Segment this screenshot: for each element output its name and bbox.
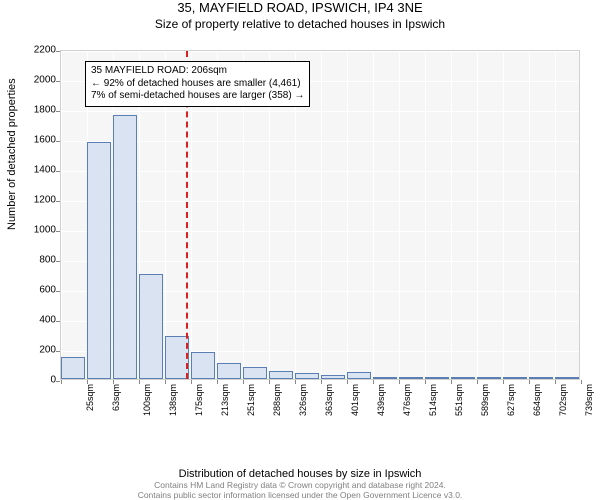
bar: [295, 373, 319, 379]
y-tick-label: 1800: [16, 105, 56, 116]
y-tick-label: 1200: [16, 195, 56, 206]
x-tick-label: 363sqm: [324, 384, 334, 416]
x-tick-label: 476sqm: [402, 384, 412, 416]
bar: [191, 352, 215, 379]
y-tick-label: 2200: [16, 45, 56, 56]
info-box-line: ← 92% of detached houses are smaller (4,…: [91, 78, 304, 91]
bar: [555, 377, 579, 379]
bar: [477, 377, 501, 379]
bar: [243, 367, 267, 379]
v-gridline: [503, 51, 504, 379]
y-axis-label: Number of detached properties: [6, 78, 18, 230]
footer-line-2: Contains public sector information licen…: [0, 491, 600, 500]
x-tick-label: 514sqm: [428, 384, 438, 416]
bar: [61, 357, 85, 380]
x-tick-label: 739sqm: [584, 384, 594, 416]
bar: [451, 377, 475, 379]
chart-title: 35, MAYFIELD ROAD, IPSWICH, IP4 3NE: [0, 0, 600, 15]
info-box-line: 35 MAYFIELD ROAD: 206sqm: [91, 65, 304, 78]
x-tick-label: 138sqm: [168, 384, 178, 416]
chart-subtitle: Size of property relative to detached ho…: [0, 17, 600, 31]
bar: [399, 377, 423, 379]
v-gridline: [373, 51, 374, 379]
bar: [503, 377, 527, 379]
info-box-line: 7% of semi-detached houses are larger (3…: [91, 90, 304, 103]
y-tick-label: 0: [16, 375, 56, 386]
x-tick-label: 551sqm: [454, 384, 464, 416]
v-gridline: [451, 51, 452, 379]
y-tick-label: 1400: [16, 165, 56, 176]
x-tick-label: 439sqm: [376, 384, 386, 416]
x-tick-label: 25sqm: [85, 384, 95, 411]
bar: [321, 375, 345, 379]
y-tick-label: 1000: [16, 225, 56, 236]
x-tick-label: 326sqm: [298, 384, 308, 416]
x-tick-label: 175sqm: [194, 384, 204, 416]
y-tick-label: 200: [16, 345, 56, 356]
y-tick-label: 2000: [16, 75, 56, 86]
x-tick-label: 100sqm: [142, 384, 152, 416]
bar: [87, 142, 111, 379]
x-tick-label: 401sqm: [350, 384, 360, 416]
x-tick-label: 213sqm: [220, 384, 230, 416]
x-axis-label: Distribution of detached houses by size …: [0, 468, 600, 480]
x-tick-label: 627sqm: [506, 384, 516, 416]
x-tick-label: 288sqm: [272, 384, 282, 416]
v-gridline: [399, 51, 400, 379]
bar: [113, 115, 137, 379]
y-tick-label: 800: [16, 255, 56, 266]
bar: [217, 363, 241, 380]
x-tick-label: 63sqm: [111, 384, 121, 411]
bar: [139, 274, 163, 379]
bar: [269, 371, 293, 379]
x-tick-label: 664sqm: [532, 384, 542, 416]
chart-container: 35, MAYFIELD ROAD, IPSWICH, IP4 3NE Size…: [0, 0, 600, 500]
info-box: 35 MAYFIELD ROAD: 206sqm← 92% of detache…: [85, 61, 310, 107]
v-gridline: [529, 51, 530, 379]
x-tick-label: 702sqm: [558, 384, 568, 416]
v-gridline: [555, 51, 556, 379]
v-gridline: [581, 51, 582, 379]
v-gridline: [477, 51, 478, 379]
plot-area: 35 MAYFIELD ROAD: 206sqm← 92% of detache…: [60, 50, 580, 380]
bar: [347, 372, 371, 379]
v-gridline: [321, 51, 322, 379]
bar: [529, 377, 553, 379]
v-gridline: [347, 51, 348, 379]
footer: Contains HM Land Registry data © Crown c…: [0, 481, 600, 500]
y-tick-label: 600: [16, 285, 56, 296]
x-tick-label: 251sqm: [246, 384, 256, 416]
bar: [373, 377, 397, 379]
plot-body: 35 MAYFIELD ROAD: 206sqm← 92% of detache…: [60, 50, 580, 430]
y-tick-label: 400: [16, 315, 56, 326]
x-tick-label: 589sqm: [480, 384, 490, 416]
y-tick-label: 1600: [16, 135, 56, 146]
bar: [425, 377, 449, 379]
v-gridline: [425, 51, 426, 379]
v-gridline: [61, 51, 62, 379]
